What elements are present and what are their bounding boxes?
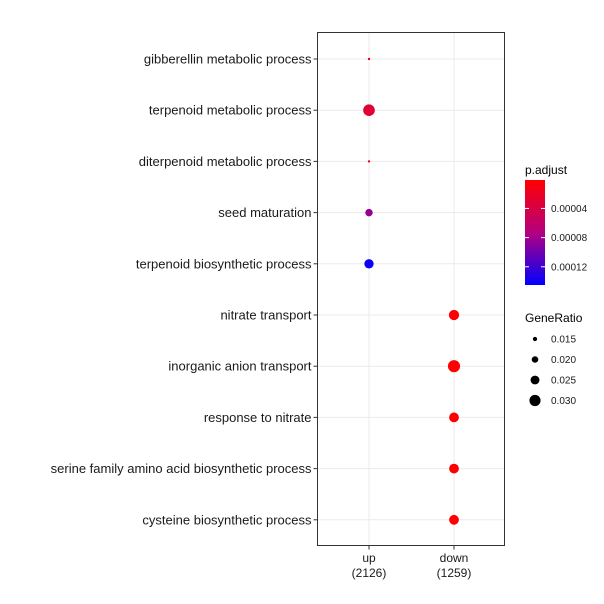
data-points (363, 57, 461, 525)
size-legend-dot (532, 336, 538, 342)
y-axis: gibberellin metabolic process terpenoid m… (51, 52, 318, 527)
data-point (449, 463, 459, 474)
x-axis: up(2126) down(1259) (352, 545, 472, 580)
plot-border (317, 32, 505, 546)
data-point (449, 514, 459, 525)
x-tick-label: down (440, 551, 469, 565)
color-legend-title: p.adjust (525, 163, 568, 177)
size-legend-label: 0.030 (551, 396, 576, 407)
y-tick-label: serine family amino acid biosynthetic pr… (51, 461, 312, 476)
gridlines (317, 32, 505, 546)
y-tick-label: diterpenoid metabolic process (139, 154, 312, 169)
size-legend-label: 0.025 (551, 376, 576, 387)
data-point (367, 57, 371, 61)
color-legend-label: 0.00004 (551, 204, 588, 215)
data-point (364, 259, 374, 269)
data-point (363, 104, 375, 117)
plot-panel (317, 32, 505, 546)
y-tick-label: nitrate transport (220, 308, 311, 323)
y-tick-label: response to nitrate (204, 410, 312, 425)
size-legend-dot (531, 356, 539, 363)
size-legend-dot (529, 394, 541, 407)
size-legend-label: 0.015 (551, 335, 576, 346)
y-tick-label: cysteine biosynthetic process (142, 512, 312, 527)
y-tick-label: seed maturation (218, 205, 311, 220)
color-legend-bar (525, 180, 545, 285)
size-legend-dot (530, 375, 540, 385)
data-point (447, 360, 461, 373)
data-point (367, 160, 371, 163)
y-tick-label: terpenoid biosynthetic process (136, 256, 312, 271)
y-tick-label: inorganic anion transport (168, 359, 311, 374)
color-legend: p.adjust 0.00004 0.00008 0.00012 (525, 163, 588, 285)
size-legend-entries: 0.015 0.020 0.025 0.030 (529, 335, 576, 407)
x-tick-label: up (362, 551, 376, 565)
color-legend-label: 0.00012 (551, 262, 588, 273)
data-point (365, 208, 373, 217)
x-tick-sublabel: (2126) (352, 566, 387, 580)
y-tick-label: terpenoid metabolic process (149, 103, 312, 118)
size-legend-label: 0.020 (551, 355, 576, 366)
y-tick-label: gibberellin metabolic process (144, 52, 312, 67)
data-point (449, 412, 459, 423)
size-legend-title: GeneRatio (525, 311, 583, 325)
x-tick-sublabel: (1259) (437, 566, 472, 580)
size-legend: GeneRatio 0.015 0.020 0.025 0.030 (525, 311, 583, 407)
color-legend-label: 0.00008 (551, 233, 588, 244)
data-point (448, 309, 460, 321)
color-legend-ticks: 0.00004 0.00008 0.00012 (525, 204, 588, 273)
